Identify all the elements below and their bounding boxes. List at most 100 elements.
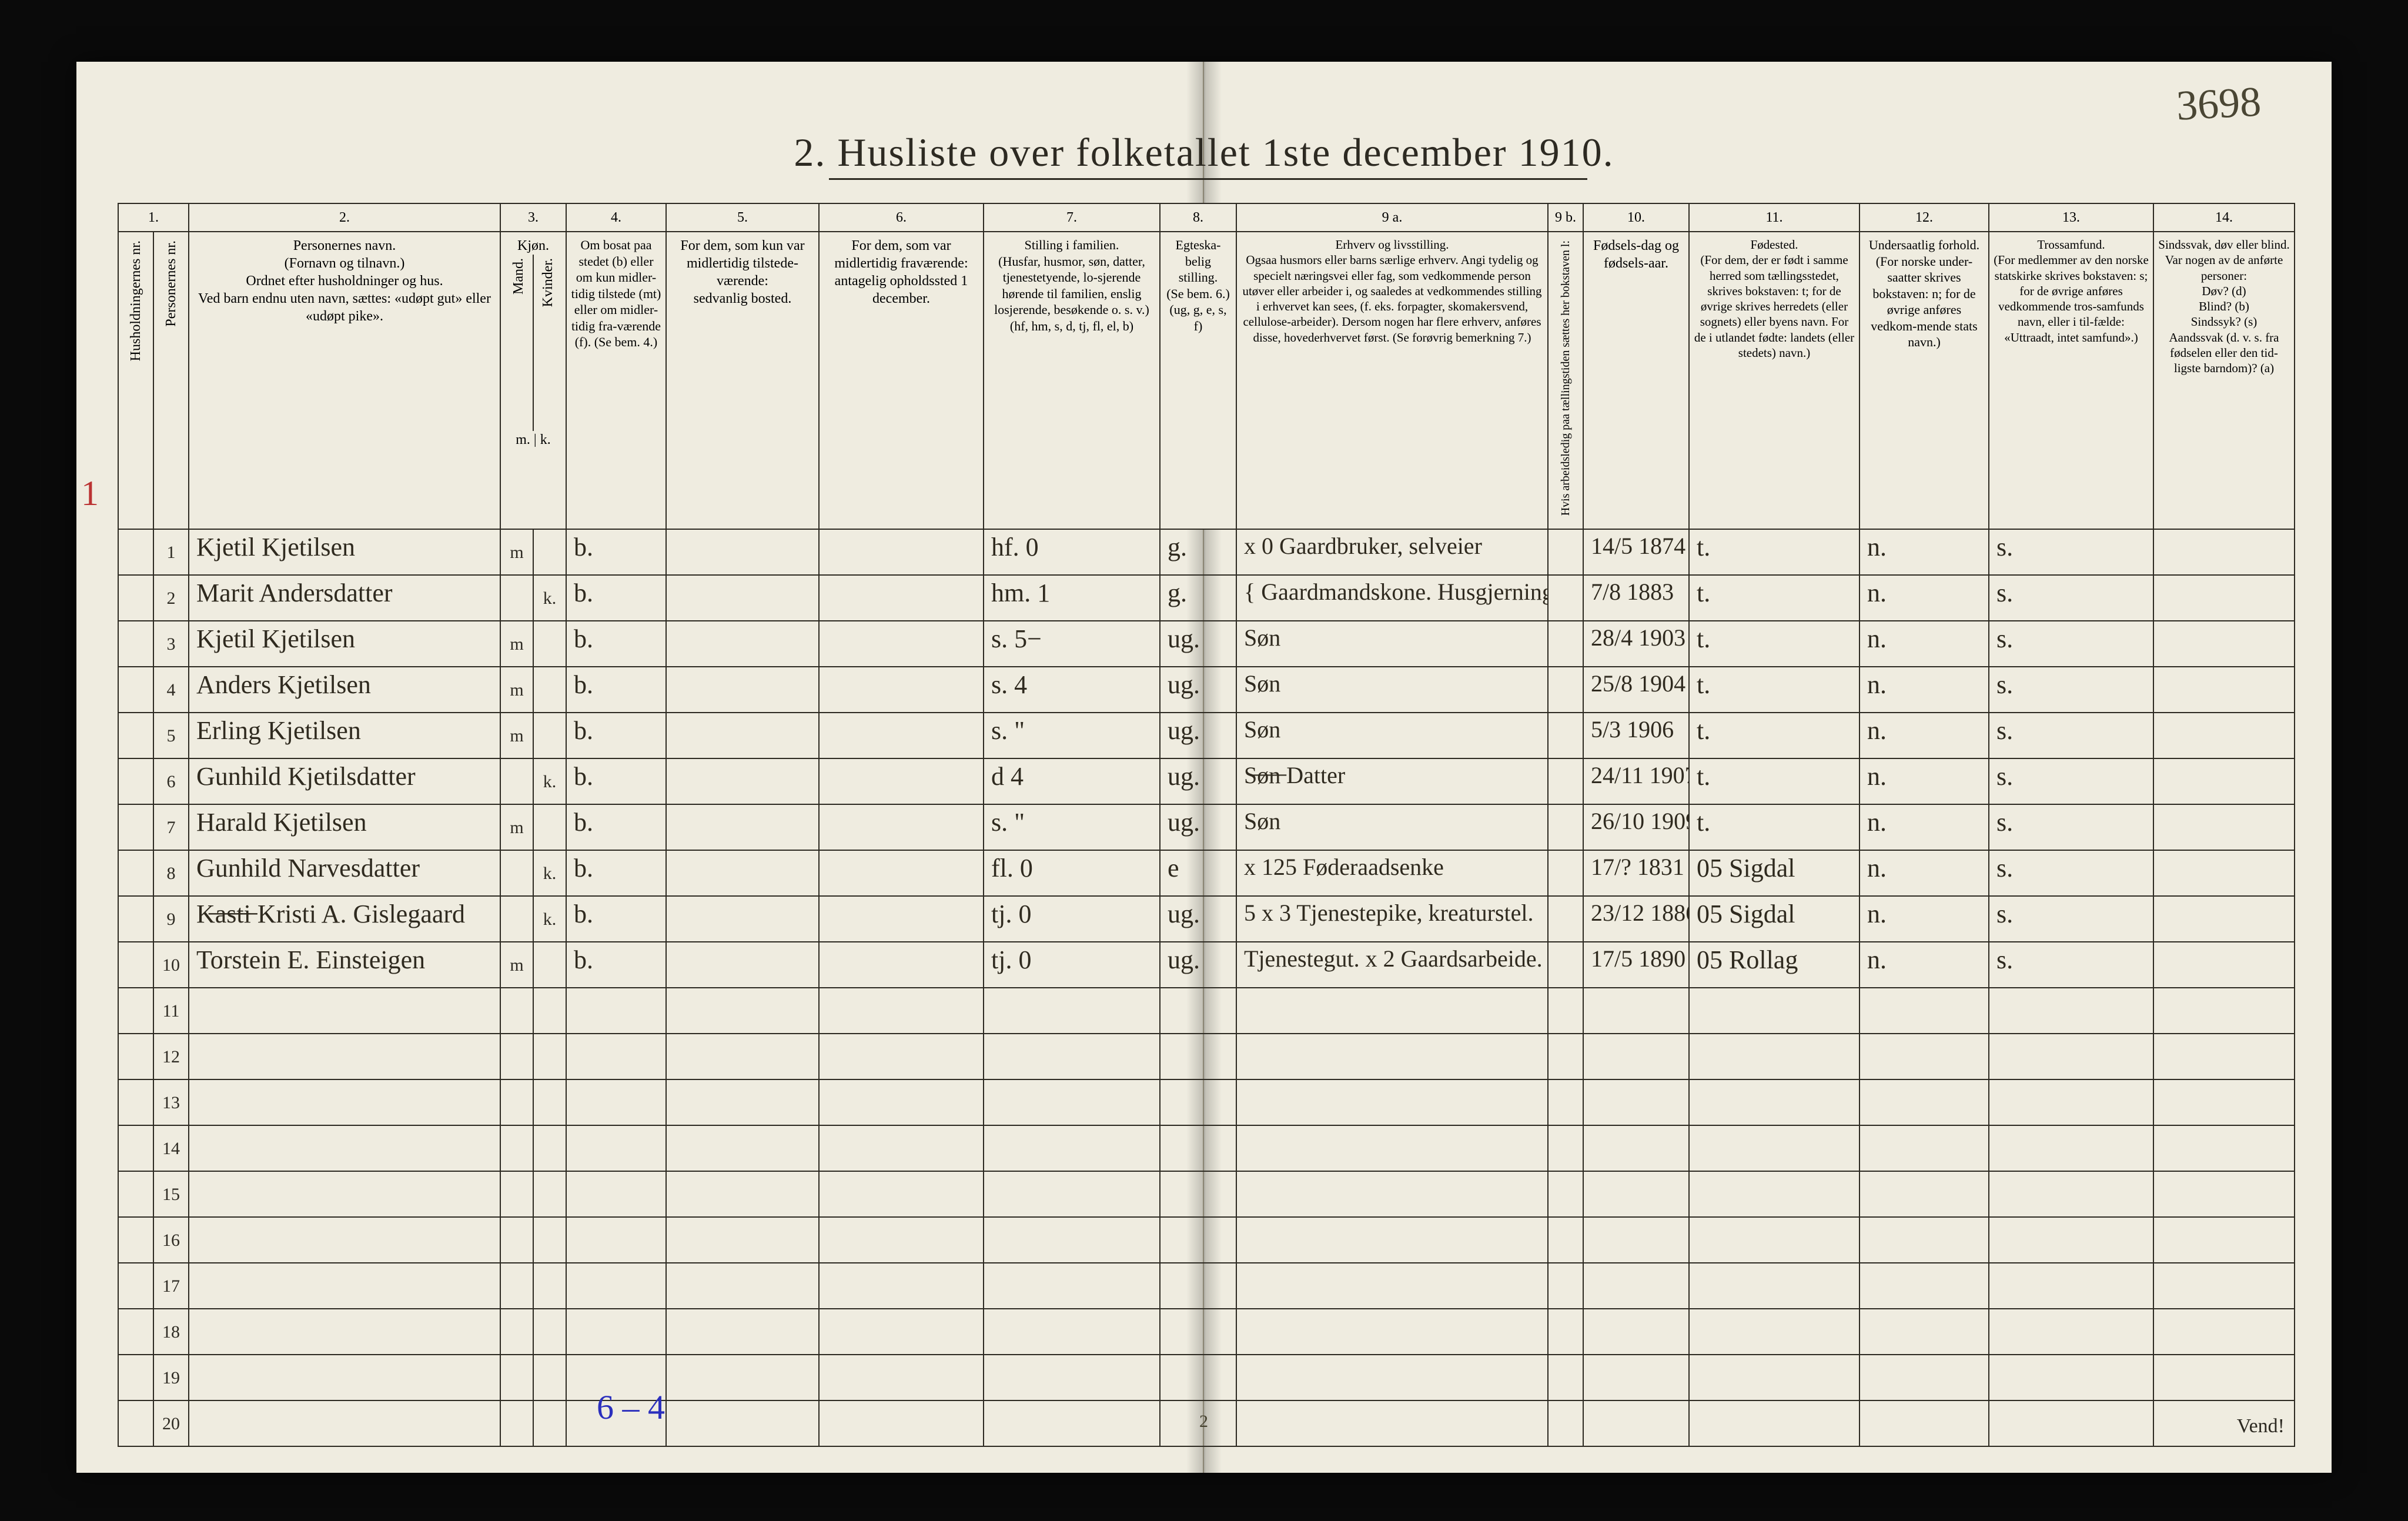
- cell-empty: [1989, 1217, 2153, 1263]
- cell-person-nr: 6: [153, 758, 189, 804]
- cell-household-nr: [118, 1400, 153, 1446]
- cell-empty: [1583, 1309, 1689, 1355]
- cell-empty: [1548, 988, 1583, 1034]
- cell-nationality: n.: [1859, 758, 1989, 804]
- table-row: 17: [118, 1263, 2295, 1309]
- cell-household-nr: [118, 1217, 153, 1263]
- cell-absent-place: [819, 575, 984, 621]
- cell-sex-m: [500, 896, 533, 942]
- cell-sex-m: m: [500, 529, 533, 575]
- cell-unemployed: [1548, 804, 1583, 850]
- cell-person-nr: 17: [153, 1263, 189, 1309]
- cell-empty: [984, 1079, 1160, 1125]
- cell-marital: ug.: [1160, 713, 1236, 758]
- cell-empty: [533, 1355, 566, 1400]
- cell-empty: [2153, 1079, 2295, 1125]
- cell-empty: [819, 1400, 984, 1446]
- cell-family-pos: tj. 0: [984, 896, 1160, 942]
- cell-occupation: Søn: [1236, 804, 1548, 850]
- cell-person-nr: 9: [153, 896, 189, 942]
- cell-empty: [1989, 1125, 2153, 1171]
- cell-empty: [666, 1217, 819, 1263]
- cell-disability: [2153, 896, 2295, 942]
- cell-empty: [1989, 1171, 2153, 1217]
- cell-empty: [1989, 1309, 2153, 1355]
- cell-person-nr: 2: [153, 575, 189, 621]
- colnum-7: 7.: [984, 203, 1160, 232]
- cell-usual-place: [666, 804, 819, 850]
- cell-disability: [2153, 621, 2295, 667]
- cell-empty: [500, 1355, 533, 1400]
- cell-empty: [1689, 1079, 1859, 1125]
- hdr-birthplace: Fødested. (For dem, der er født i samme …: [1689, 232, 1859, 529]
- hdr-sex-female: Kvinder.: [539, 255, 557, 310]
- cell-person-nr: 8: [153, 850, 189, 896]
- cell-household-nr: [118, 575, 153, 621]
- cell-household-nr: [118, 667, 153, 713]
- column-number-row: 1. 2. 3. 4. 5. 6. 7. 8. 9 a. 9 b. 10. 11…: [118, 203, 2295, 232]
- cell-empty: [819, 1079, 984, 1125]
- cell-residence: b.: [566, 804, 666, 850]
- cell-occupation: 5 x 3 Tjenestepike, kreaturstel.: [1236, 896, 1548, 942]
- cell-sex-k: [533, 942, 566, 988]
- cell-empty: [1160, 1079, 1236, 1125]
- cell-empty: [1548, 1125, 1583, 1171]
- cell-absent-place: [819, 713, 984, 758]
- cell-family-pos: d 4: [984, 758, 1160, 804]
- cell-nationality: n.: [1859, 621, 1989, 667]
- cell-religion: s.: [1989, 667, 2153, 713]
- cell-marital: ug.: [1160, 621, 1236, 667]
- cell-usual-place: [666, 713, 819, 758]
- cell-empty: [1236, 1400, 1548, 1446]
- cell-empty: [2153, 1309, 2295, 1355]
- cell-empty: [2153, 1171, 2295, 1217]
- cell-empty: [500, 1400, 533, 1446]
- cell-absent-place: [819, 758, 984, 804]
- cell-empty: [1548, 1034, 1583, 1079]
- cell-empty: [984, 1263, 1160, 1309]
- cell-empty: [666, 988, 819, 1034]
- cell-residence: b.: [566, 621, 666, 667]
- cell-sex-k: [533, 621, 566, 667]
- hdr-sex-foot: m. | k.: [504, 431, 562, 449]
- cell-dob: 26/10 1909: [1583, 804, 1689, 850]
- cell-sex-k: [533, 667, 566, 713]
- cell-religion: s.: [1989, 942, 2153, 988]
- cell-marital: g.: [1160, 529, 1236, 575]
- cell-empty: [1160, 1400, 1236, 1446]
- cell-residence: b.: [566, 529, 666, 575]
- cell-name: Gunhild Kjetilsdatter: [189, 758, 500, 804]
- cell-absent-place: [819, 850, 984, 896]
- cell-usual-place: [666, 758, 819, 804]
- cell-dob: 5/3 1906: [1583, 713, 1689, 758]
- table-row: 14: [118, 1125, 2295, 1171]
- cell-unemployed: [1548, 850, 1583, 896]
- colnum-8: 8.: [1160, 203, 1236, 232]
- footer-tally-ink: 6 – 4: [597, 1388, 665, 1427]
- cell-empty: [1583, 1079, 1689, 1125]
- cell-marital: e: [1160, 850, 1236, 896]
- table-row: 10Torstein E. Einsteigenmb.tj. 0ug.Tjene…: [118, 942, 2295, 988]
- cell-empty: [1859, 1079, 1989, 1125]
- census-table: 1. 2. 3. 4. 5. 6. 7. 8. 9 a. 9 b. 10. 11…: [118, 203, 2295, 1447]
- cell-person-nr: 16: [153, 1217, 189, 1263]
- cell-occupation: { Gaardmandskone. Husgjerningen: [1236, 575, 1548, 621]
- cell-empty: [1583, 1125, 1689, 1171]
- cell-person-nr: 19: [153, 1355, 189, 1400]
- colnum-4: 4.: [566, 203, 666, 232]
- cell-empty: [1689, 1125, 1859, 1171]
- cell-household-nr: [118, 1171, 153, 1217]
- cell-name: Erling Kjetilsen: [189, 713, 500, 758]
- cell-family-pos: s. 4: [984, 667, 1160, 713]
- cell-absent-place: [819, 621, 984, 667]
- cell-empty: [533, 1125, 566, 1171]
- cell-sex-m: [500, 850, 533, 896]
- colnum-1: 1.: [118, 203, 189, 232]
- cell-absent-place: [819, 942, 984, 988]
- cell-empty: [189, 1079, 500, 1125]
- cell-occupation: Søn: [1236, 713, 1548, 758]
- cell-empty: [1236, 988, 1548, 1034]
- cell-empty: [189, 1125, 500, 1171]
- cell-residence: b.: [566, 850, 666, 896]
- cell-empty: [1583, 988, 1689, 1034]
